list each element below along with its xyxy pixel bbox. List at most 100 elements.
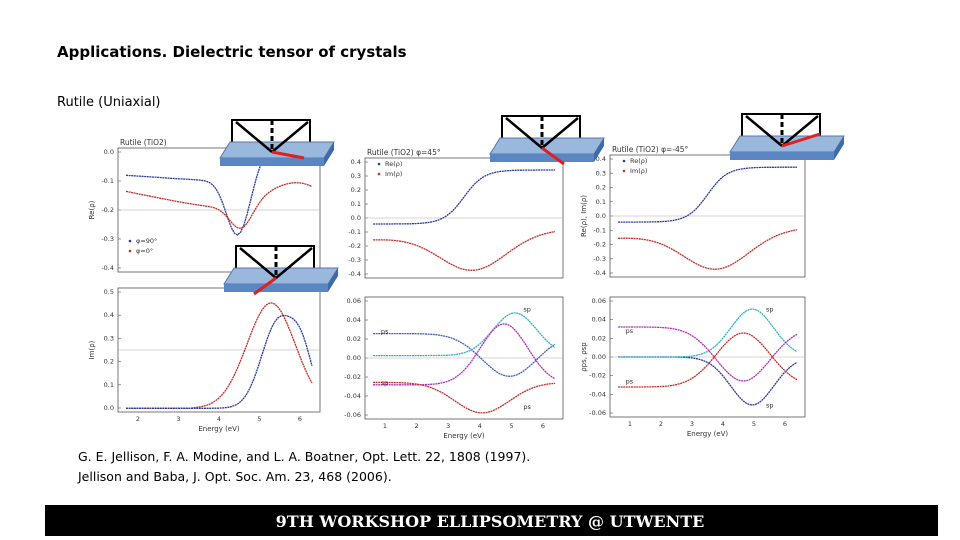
y-tick-label: -0.4: [101, 264, 114, 272]
curve: [125, 182, 313, 229]
footer-bar: [45, 505, 938, 536]
x-tick-label: 6: [541, 422, 545, 430]
citation: Jellison and Baba, J. Opt. Soc. Am. 23, …: [77, 469, 392, 484]
beam: [275, 247, 313, 279]
y-axis-label: Im(ρ): [88, 340, 96, 359]
x-tick-label: 3: [176, 415, 180, 423]
y-tick-label: 0.00: [592, 353, 606, 361]
y-tick-label: 0.2: [104, 358, 114, 366]
x-tick-label: 6: [298, 415, 302, 423]
legend-label: Im(ρ): [385, 170, 402, 178]
axis-arrow: [781, 132, 821, 148]
x-tick-label: 5: [752, 420, 756, 428]
legend-marker: [377, 162, 381, 166]
legend-marker: [128, 249, 132, 253]
y-tick-label: -0.4: [593, 269, 606, 277]
y-tick-label: 0.04: [347, 316, 361, 324]
sample-slab: [219, 141, 335, 159]
beam: [541, 117, 579, 149]
y-tick-label: -0.4: [348, 270, 361, 278]
y-tick-label: 0.1: [596, 198, 606, 206]
y-tick-label: 0.3: [351, 172, 361, 180]
y-tick-label: -0.04: [344, 392, 361, 400]
curve-label: ps: [381, 328, 389, 336]
axis-arrow: [541, 146, 565, 166]
legend-marker: [377, 172, 381, 176]
x-tick-label: 5: [257, 415, 261, 423]
beam: [505, 117, 543, 149]
legend-label: φ=90°: [136, 237, 157, 245]
y-tick-label: -0.2: [348, 242, 361, 250]
beam: [745, 115, 783, 147]
axis-arrow: [271, 150, 305, 160]
sample-slab-edge: [220, 158, 324, 166]
curve-label: sp: [381, 379, 389, 387]
x-tick-label: 1: [628, 420, 632, 428]
x-tick-label: 2: [136, 415, 140, 423]
y-tick-label: -0.04: [589, 390, 606, 398]
beam: [235, 121, 273, 153]
x-axis-label: Energy (eV): [198, 425, 240, 433]
curve: [373, 312, 556, 357]
sample-slab-side: [834, 136, 844, 160]
curve: [618, 229, 798, 270]
x-tick-label: 1: [383, 422, 387, 430]
subtitle: Rutile (Uniaxial): [57, 95, 161, 110]
y-tick-label: -0.3: [101, 235, 114, 243]
y-tick-label: -0.02: [589, 372, 606, 380]
beam: [781, 115, 819, 147]
x-tick-label: 3: [690, 420, 694, 428]
curve: [126, 314, 313, 409]
plot-title: Rutile (TiO2) φ=-45°: [612, 145, 689, 154]
y-tick-label: 0.1: [104, 381, 114, 389]
curve: [618, 166, 797, 223]
curve-label: sp: [766, 305, 774, 313]
curve-label: sp: [766, 401, 774, 409]
y-tick-label: -0.2: [593, 241, 606, 249]
sample-slab-edge: [730, 152, 834, 160]
y-tick-label: 0.2: [351, 186, 361, 194]
y-tick-label: 0.4: [351, 158, 361, 166]
plot-title: Rutile (TiO2): [120, 138, 167, 147]
curve: [373, 230, 556, 271]
y-axis-label: Re(ρ), Im(ρ): [580, 195, 588, 237]
curve-label: ps: [523, 403, 531, 411]
legend-marker: [622, 159, 626, 163]
y-tick-label: 0.5: [104, 288, 114, 296]
slide-title: Applications. Dielectric tensor of cryst…: [57, 43, 407, 61]
diagrams: [219, 113, 845, 296]
y-tick-label: -0.3: [593, 255, 606, 263]
y-tick-label: -0.1: [593, 226, 606, 234]
beam: [239, 247, 277, 279]
y-tick-label: 0.04: [592, 316, 606, 324]
curve: [618, 326, 798, 382]
y-tick-label: 0.3: [596, 169, 606, 177]
y-tick-label: 0.06: [347, 297, 361, 305]
y-tick-label: 0.3: [104, 334, 114, 342]
curve-label: ps: [626, 327, 634, 335]
legend-marker: [128, 239, 132, 243]
y-tick-label: 0.1: [351, 200, 361, 208]
y-tick-label: -0.1: [101, 177, 114, 185]
curve-label: ps: [626, 377, 634, 385]
curve: [373, 332, 556, 377]
y-axis-label: ρps, ρsp: [580, 342, 588, 372]
legend-label: Re(ρ): [630, 157, 647, 165]
curve: [125, 155, 313, 236]
y-tick-label: 0.0: [104, 148, 114, 156]
y-tick-label: 0.02: [347, 335, 361, 343]
citation: G. E. Jellison, F. A. Modine, and L. A. …: [78, 449, 530, 464]
y-tick-label: 0.4: [104, 311, 114, 319]
legend-label: Im(ρ): [630, 167, 647, 175]
curve: [618, 332, 798, 388]
y-tick-label: 0.0: [351, 214, 361, 222]
sample-slab-side: [328, 268, 338, 292]
legend-label: φ=0°: [136, 247, 153, 255]
curve: [618, 308, 798, 358]
curve: [373, 169, 555, 225]
sample-slab: [223, 267, 339, 285]
x-axis-label: Energy (eV): [443, 432, 485, 440]
x-tick-label: 4: [217, 415, 221, 423]
